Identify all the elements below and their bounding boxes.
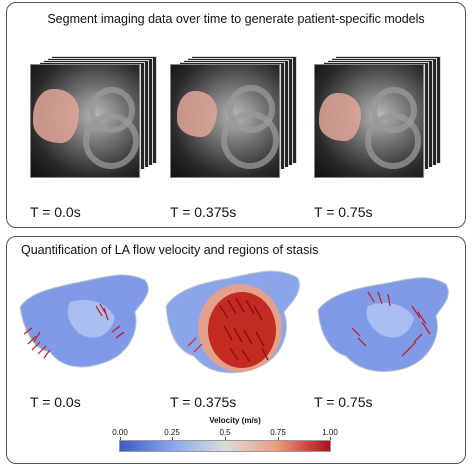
- colorbar-tick-label: 1.00: [322, 428, 338, 437]
- colorbar-tick-mark: [278, 437, 279, 440]
- mri-stack-t0375: [170, 56, 298, 192]
- la-flow-map-t0375: [165, 270, 300, 374]
- colorbar-tick-label: 0.75: [270, 428, 286, 437]
- frame-label-t0: T = 0.0s: [30, 204, 81, 220]
- colorbar-tick-mark: [172, 437, 173, 440]
- colorbar-tick-mark: [120, 437, 121, 440]
- flow-panel-title: Quantification of LA flow velocity and r…: [21, 243, 319, 257]
- segmentation-panel-title: Segment imaging data over time to genera…: [47, 12, 425, 26]
- velocity-colorbar: [119, 440, 331, 452]
- mri-slice-image: [314, 64, 424, 178]
- colorbar-tick-label: 0.25: [164, 428, 180, 437]
- flow-frame-label-t075: T = 0.75s: [314, 394, 373, 410]
- flow-frame-label-t0: T = 0.0s: [30, 394, 81, 410]
- la-flow-map-t075: [317, 277, 449, 373]
- la-segmentation-overlay: [319, 93, 361, 141]
- colorbar-tick-label: 0.5: [219, 428, 231, 437]
- flow-frame-label-t0375: T = 0.375s: [170, 394, 237, 410]
- mri-stack-t075: [314, 56, 442, 192]
- la-segmentation-overlay: [33, 89, 79, 143]
- la-segmentation-overlay: [177, 91, 217, 137]
- colorbar-title: Velocity (m/s): [209, 416, 261, 425]
- colorbar-tick-mark: [330, 437, 331, 440]
- la-flow-map-t0: [19, 274, 149, 368]
- frame-label-t0375: T = 0.375s: [170, 204, 237, 220]
- mri-slice-image: [30, 64, 140, 178]
- colorbar-tick-label: 0.00: [112, 428, 128, 437]
- colorbar-tick-mark: [225, 437, 226, 440]
- frame-label-t075: T = 0.75s: [314, 204, 373, 220]
- mri-slice-image: [170, 64, 280, 178]
- mri-stack-t0: [30, 56, 158, 192]
